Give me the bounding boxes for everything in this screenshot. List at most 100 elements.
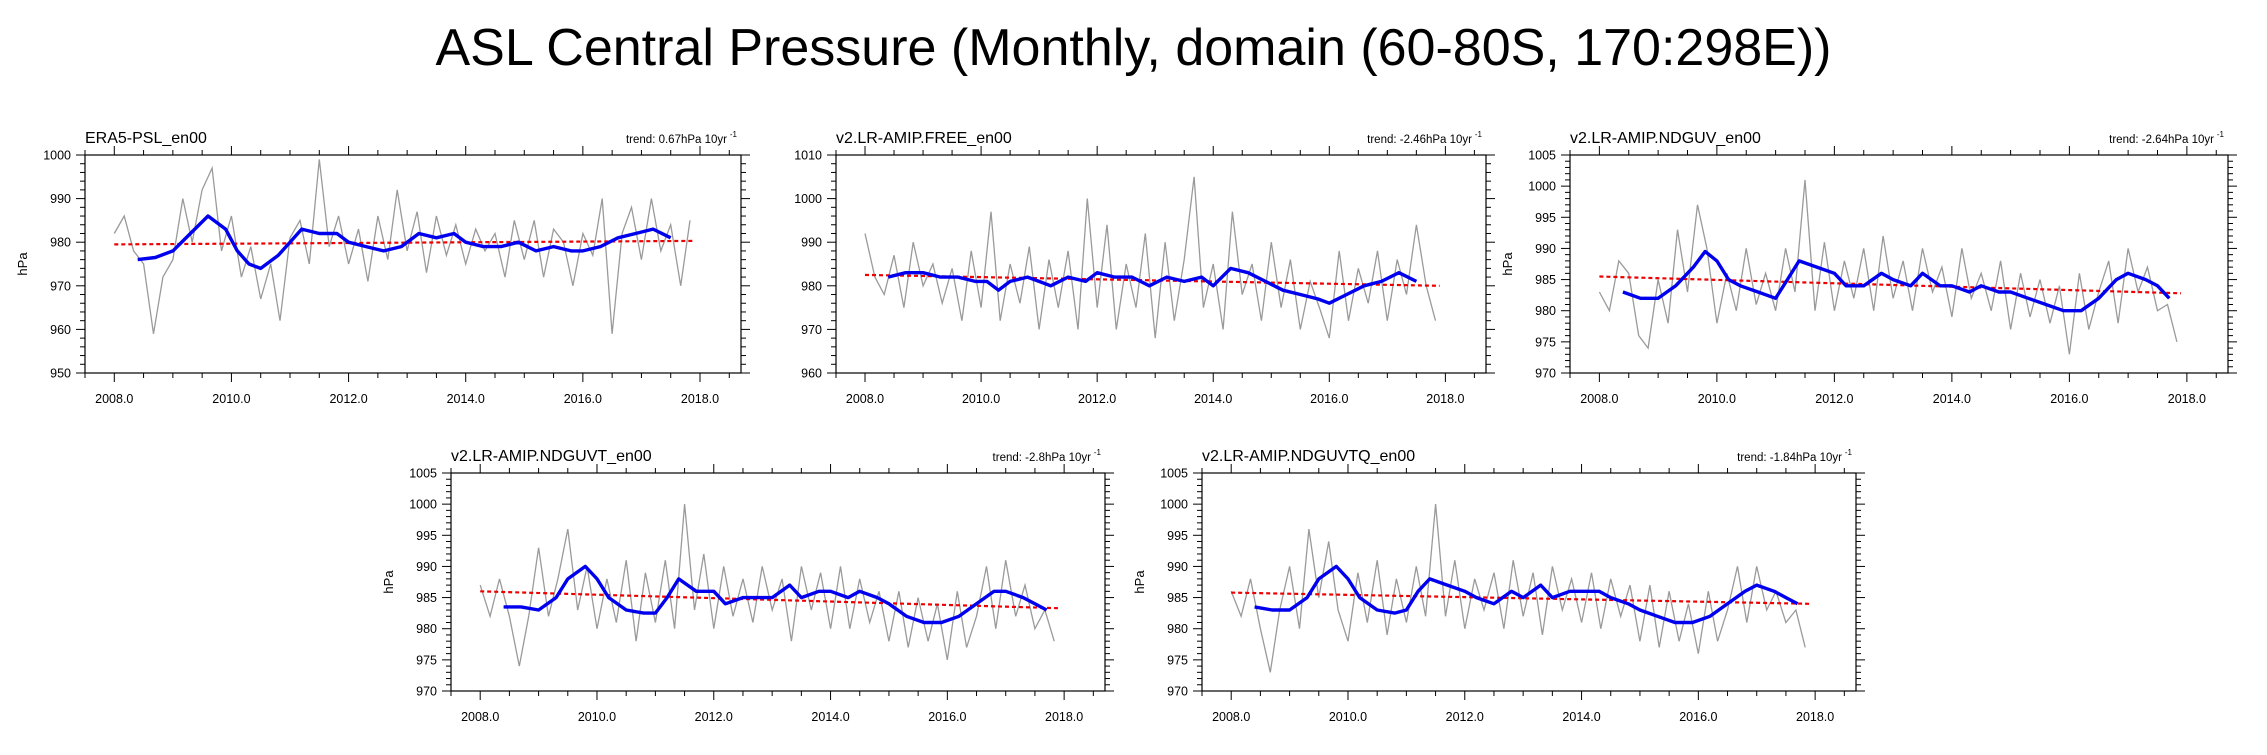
y-tick-label: 990 bbox=[1535, 242, 1556, 256]
trend-annotation: trend: -2.8hPa 10yr bbox=[993, 452, 1092, 464]
y-axis-label: hPa bbox=[15, 252, 30, 276]
panel-title: v2.LR-AMIP.NDGUVTQ_en00 bbox=[1202, 448, 1415, 465]
trend-annotation: trend: 0.67hPa 10yr bbox=[626, 134, 727, 146]
x-tick-label: 2010.0 bbox=[1698, 392, 1736, 406]
plot-frame bbox=[1569, 154, 2229, 374]
y-tick-label: 1000 bbox=[794, 192, 822, 206]
plot-frame bbox=[84, 154, 742, 374]
y-tick-label: 1000 bbox=[43, 149, 71, 163]
x-tick-label: 2016.0 bbox=[1679, 710, 1717, 724]
x-tick-label: 2010.0 bbox=[1329, 710, 1367, 724]
chart-panel-4: 2008.0 2010.0 2012.0 2014.0 2016.0 2018.0 970 9… bbox=[381, 448, 1114, 724]
y-tick-label: 1010 bbox=[794, 149, 822, 163]
running-mean-line bbox=[1622, 249, 2171, 313]
x-tick-label: 2016.0 bbox=[1310, 392, 1348, 406]
x-tick-label: 2010.0 bbox=[212, 392, 250, 406]
trend-unit-superscript: -1 bbox=[1845, 448, 1853, 457]
x-tick-label: 2008.0 bbox=[95, 392, 133, 406]
y-tick-label: 985 bbox=[1535, 273, 1556, 287]
y-tick-label: 970 bbox=[1167, 685, 1188, 699]
monthly-series-line bbox=[113, 159, 691, 334]
x-tick-label: 2014.0 bbox=[447, 392, 485, 406]
x-tick-label: 2012.0 bbox=[1446, 710, 1484, 724]
chart-panel-3: 2008.0 2010.0 2012.0 2014.0 2016.0 2018.0 970 9… bbox=[1500, 130, 2237, 406]
plot-area bbox=[1598, 179, 2182, 355]
y-tick-label: 1005 bbox=[409, 467, 437, 481]
plot-frame bbox=[835, 154, 1487, 374]
y-tick-label: 975 bbox=[1167, 653, 1188, 667]
y-tick-label: 950 bbox=[50, 367, 71, 381]
y-tick-label: 1000 bbox=[1528, 180, 1556, 194]
y-tick-label: 995 bbox=[416, 529, 437, 543]
y-tick-label: 990 bbox=[50, 192, 71, 206]
x-tick-label: 2008.0 bbox=[1580, 392, 1618, 406]
monthly-series-line bbox=[1598, 179, 2178, 355]
trend-line bbox=[1231, 591, 1810, 605]
x-tick-label: 2014.0 bbox=[811, 710, 849, 724]
x-tick-label: 2014.0 bbox=[1194, 392, 1232, 406]
plot-area bbox=[479, 504, 1059, 667]
running-mean-line bbox=[887, 266, 1418, 305]
y-tick-label: 960 bbox=[50, 323, 71, 337]
y-tick-label: 980 bbox=[1535, 304, 1556, 318]
y-tick-label: 985 bbox=[416, 591, 437, 605]
y-tick-label: 980 bbox=[416, 622, 437, 636]
x-tick-label: 2008.0 bbox=[1212, 710, 1250, 724]
x-tick-label: 2014.0 bbox=[1562, 710, 1600, 724]
plot-area bbox=[1230, 504, 1810, 673]
y-tick-label: 960 bbox=[801, 367, 822, 381]
chart-panel-1: 2008.0 2010.0 2012.0 2014.0 2016.0 2018.0 950 9… bbox=[15, 130, 750, 406]
running-mean-line bbox=[1254, 564, 1799, 625]
trend-line bbox=[864, 273, 1440, 287]
x-tick-label: 2012.0 bbox=[329, 392, 367, 406]
y-tick-label: 990 bbox=[416, 560, 437, 574]
panel-title: ERA5-PSL_en00 bbox=[85, 130, 207, 147]
y-tick-label: 1000 bbox=[1160, 498, 1188, 512]
x-tick-label: 2016.0 bbox=[2050, 392, 2088, 406]
x-tick-label: 2012.0 bbox=[1815, 392, 1853, 406]
panel-title: v2.LR-AMIP.NDGUVT_en00 bbox=[451, 448, 652, 465]
plot-frame bbox=[450, 472, 1106, 692]
trend-unit-superscript: -1 bbox=[1094, 448, 1102, 457]
x-tick-label: 2018.0 bbox=[1796, 710, 1834, 724]
chart-panel-2: 2008.0 2010.0 2012.0 2014.0 2016.0 2018.0 960 9… bbox=[794, 130, 1495, 406]
running-mean-line bbox=[503, 564, 1048, 625]
x-tick-label: 2010.0 bbox=[962, 392, 1000, 406]
y-tick-label: 970 bbox=[801, 323, 822, 337]
y-axis-label: hPa bbox=[1500, 252, 1515, 276]
trend-unit-superscript: -1 bbox=[2217, 130, 2225, 139]
y-tick-label: 970 bbox=[416, 685, 437, 699]
x-tick-label: 2014.0 bbox=[1933, 392, 1971, 406]
y-tick-label: 975 bbox=[416, 653, 437, 667]
x-tick-label: 2012.0 bbox=[1078, 392, 1116, 406]
plot-area bbox=[113, 159, 695, 334]
y-tick-label: 1000 bbox=[409, 498, 437, 512]
trend-annotation: trend: -1.84hPa 10yr bbox=[1737, 452, 1842, 464]
chart-panel-5: 2008.0 2010.0 2012.0 2014.0 2016.0 2018.0 970 9… bbox=[1132, 448, 1865, 724]
running-mean-line bbox=[137, 214, 672, 271]
y-tick-label: 985 bbox=[1167, 591, 1188, 605]
monthly-series-line bbox=[864, 176, 1437, 339]
monthly-series-line bbox=[1230, 504, 1806, 673]
x-tick-label: 2018.0 bbox=[2168, 392, 2206, 406]
trend-line bbox=[480, 590, 1059, 610]
x-tick-label: 2008.0 bbox=[461, 710, 499, 724]
y-tick-label: 980 bbox=[801, 279, 822, 293]
y-tick-label: 995 bbox=[1535, 211, 1556, 225]
x-tick-label: 2008.0 bbox=[846, 392, 884, 406]
x-tick-label: 2016.0 bbox=[928, 710, 966, 724]
y-tick-label: 990 bbox=[1167, 560, 1188, 574]
plot-area bbox=[864, 176, 1440, 339]
x-tick-label: 2018.0 bbox=[681, 392, 719, 406]
y-tick-label: 970 bbox=[50, 279, 71, 293]
y-tick-label: 980 bbox=[50, 236, 71, 250]
trend-line bbox=[1599, 275, 2182, 295]
x-tick-label: 2016.0 bbox=[564, 392, 602, 406]
trend-unit-superscript: -1 bbox=[1475, 130, 1483, 139]
panel-title: v2.LR-AMIP.FREE_en00 bbox=[836, 130, 1012, 147]
y-axis-label: hPa bbox=[381, 570, 396, 594]
y-tick-label: 1005 bbox=[1528, 149, 1556, 163]
x-tick-label: 2010.0 bbox=[578, 710, 616, 724]
y-tick-label: 1005 bbox=[1160, 467, 1188, 481]
